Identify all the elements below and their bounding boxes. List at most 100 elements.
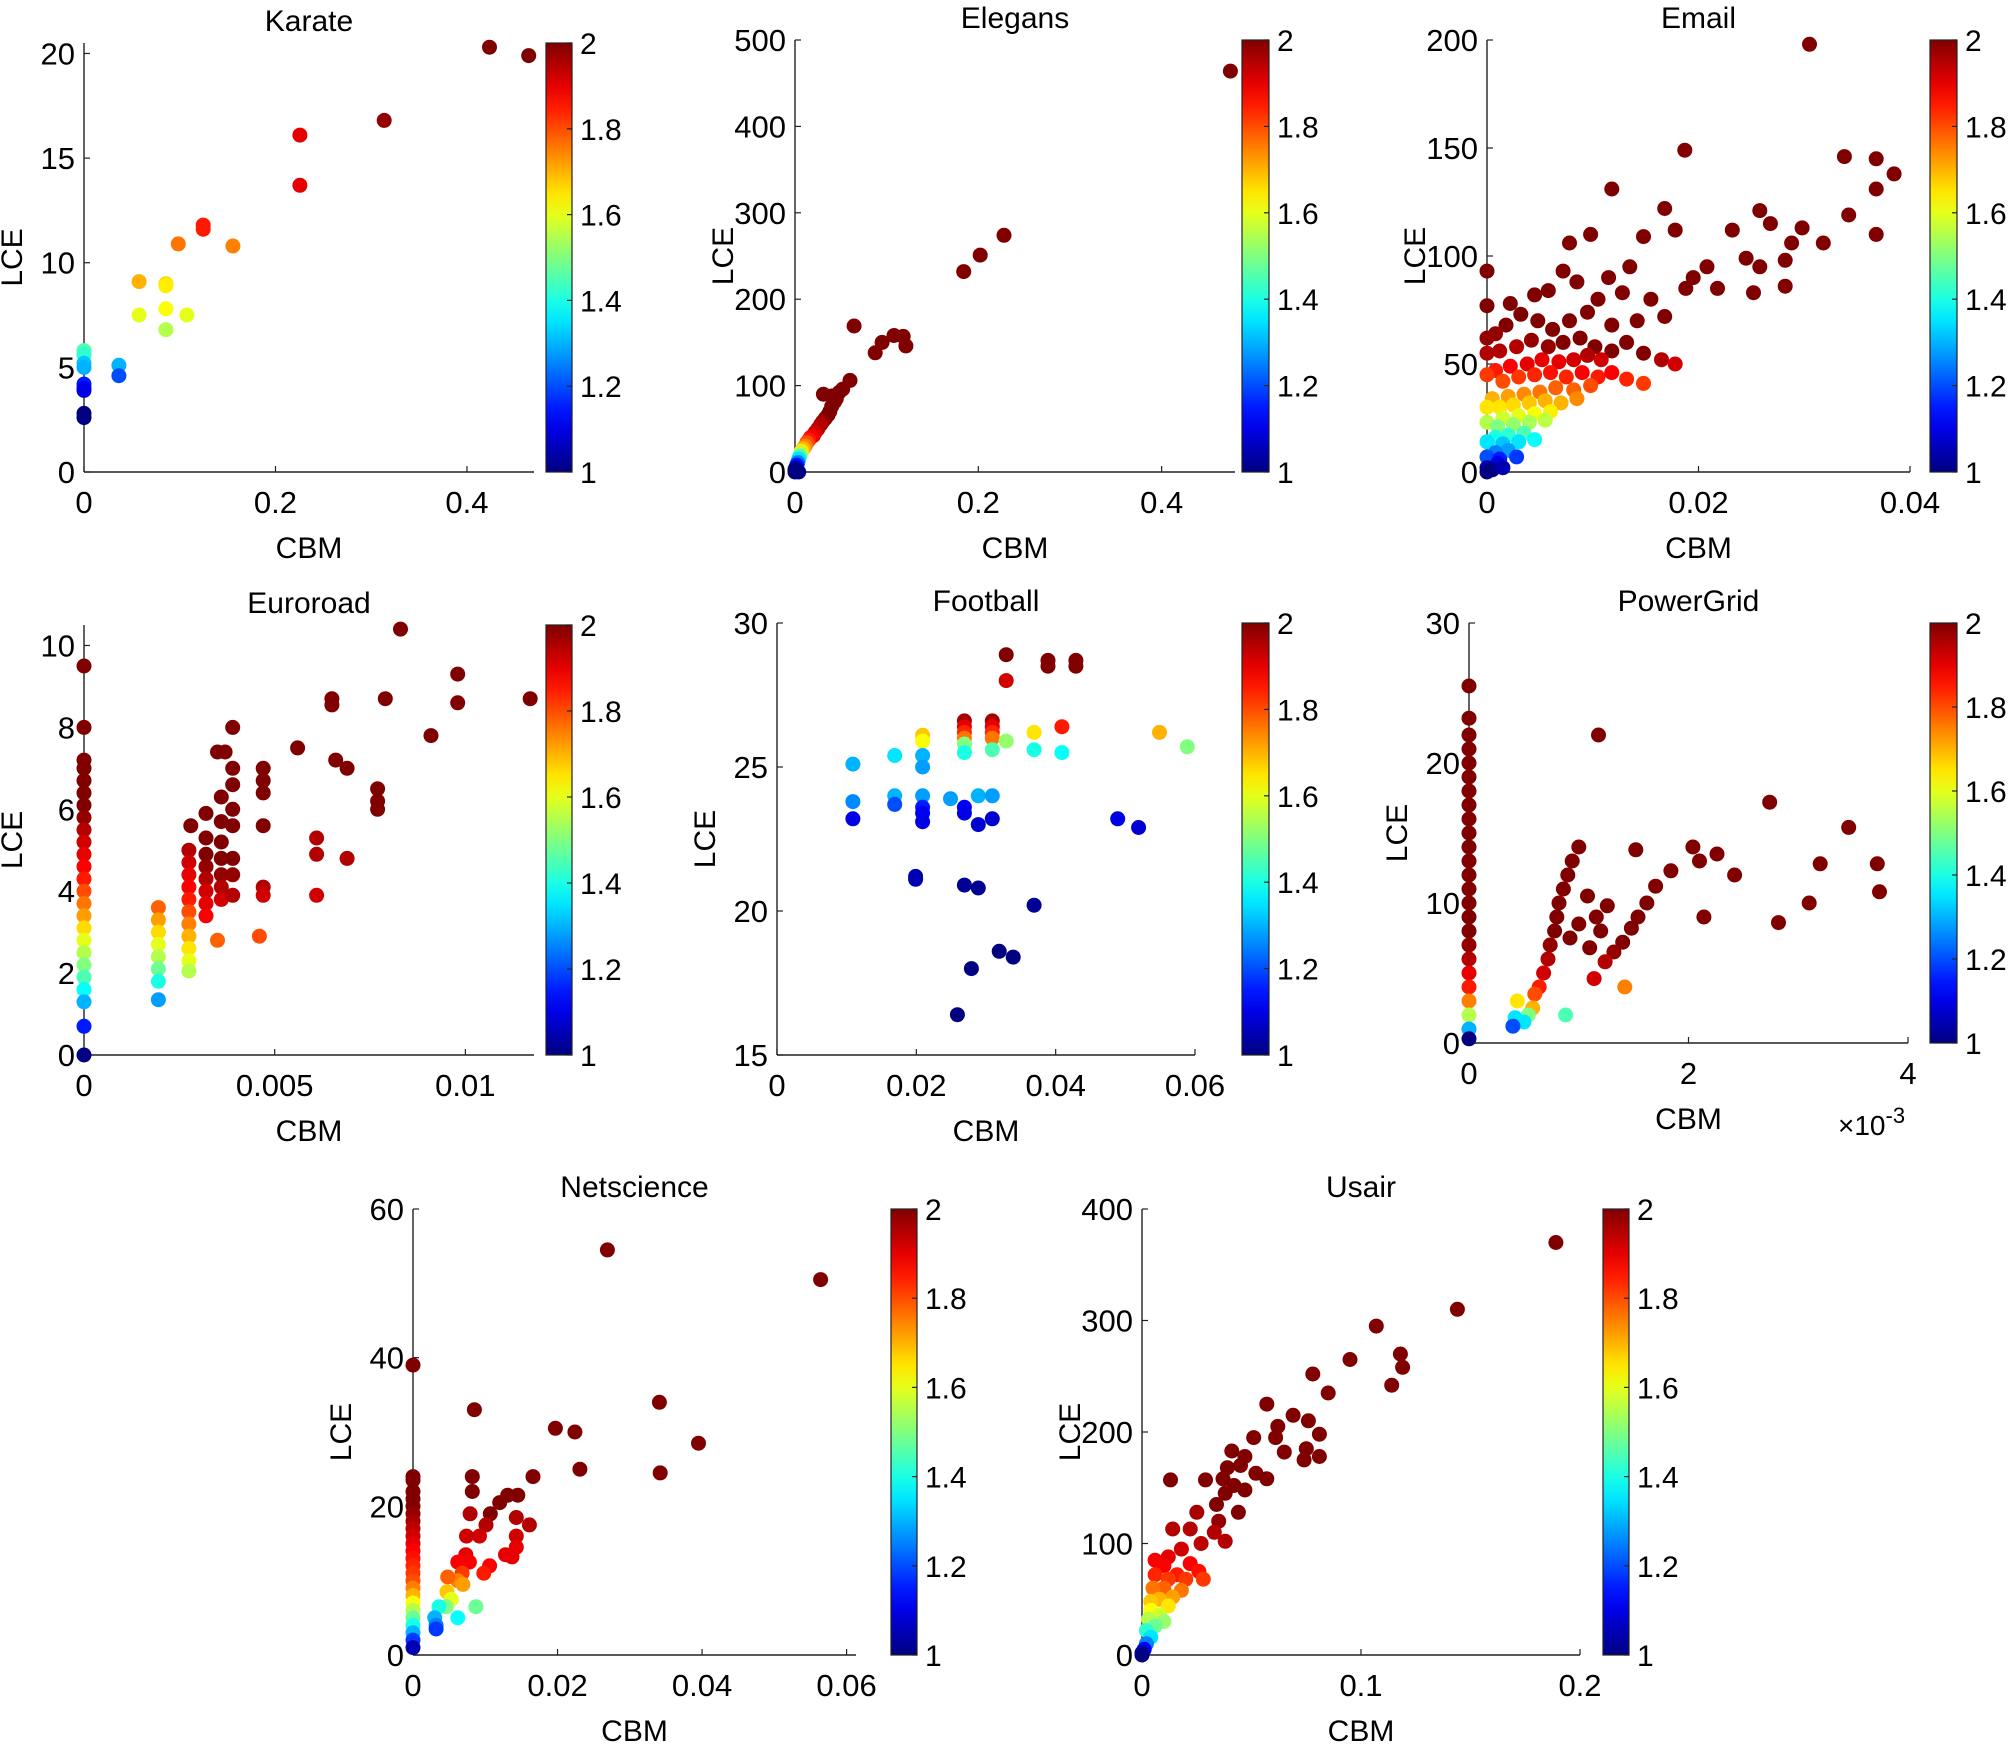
data-point <box>813 1272 829 1288</box>
data-point <box>1771 915 1786 931</box>
data-point <box>1246 1430 1262 1446</box>
colorbar-tick-label: 2 <box>1277 608 1294 641</box>
data-point <box>1636 229 1651 245</box>
x-tick-label: 0.2 <box>254 485 297 520</box>
data-point <box>1619 371 1635 387</box>
data-point <box>815 386 831 402</box>
colorbar-tick-label: 1 <box>1637 1640 1654 1673</box>
data-point <box>482 39 497 55</box>
data-point <box>508 1510 524 1525</box>
data-point <box>1392 1346 1408 1362</box>
data-point <box>179 307 195 323</box>
data-point <box>1461 979 1477 995</box>
data-point <box>1784 235 1800 251</box>
data-point <box>1479 367 1495 383</box>
x-tick-label: 0 <box>786 485 803 520</box>
data-point <box>76 785 92 801</box>
data-point <box>1551 354 1567 370</box>
colorbar-gradient <box>890 1208 918 1656</box>
data-point <box>1545 321 1561 337</box>
colorbar-tick-label: 1.2 <box>1277 371 1319 404</box>
data-point <box>1259 1396 1275 1412</box>
y-tick-label: 0 <box>387 1638 404 1673</box>
data-point <box>998 647 1014 663</box>
data-point <box>1628 842 1644 858</box>
data-point <box>1222 63 1238 79</box>
data-point <box>198 896 214 911</box>
data-point <box>984 811 1000 827</box>
x-tick-label: 0.4 <box>1140 485 1183 520</box>
colorbar-tick-label: 1.6 <box>1965 198 2007 231</box>
data-point <box>472 1528 487 1544</box>
data-point <box>1604 365 1620 381</box>
data-point <box>1553 395 1569 411</box>
data-point <box>76 957 92 973</box>
data-point <box>1492 343 1508 359</box>
data-point <box>599 1242 615 1258</box>
data-point <box>377 691 393 707</box>
data-point <box>1479 399 1495 415</box>
data-point <box>1233 1458 1248 1473</box>
data-point <box>1502 358 1518 374</box>
data-point <box>1574 365 1590 381</box>
data-point <box>370 801 386 817</box>
x-tick-label: 0.2 <box>1558 1668 1601 1703</box>
data-point <box>150 973 166 989</box>
data-point <box>1230 1504 1246 1520</box>
data-point <box>984 788 1000 804</box>
data-point <box>309 846 325 862</box>
data-point <box>255 773 271 789</box>
y-tick-label: 0 <box>58 455 75 490</box>
data-point <box>1005 949 1021 965</box>
x-tick-label: 0 <box>75 485 92 520</box>
data-point <box>1562 313 1577 329</box>
y-tick-label: 20 <box>1426 746 1460 781</box>
data-point <box>1868 181 1884 197</box>
data-point <box>181 879 197 895</box>
colorbar-gradient <box>545 42 573 473</box>
data-point <box>76 797 92 813</box>
colorbar-tick-label: 2 <box>580 610 597 643</box>
data-point <box>1569 391 1585 407</box>
chart-title: PowerGrid <box>1618 585 1760 618</box>
data-point <box>1685 270 1701 286</box>
data-point <box>1654 352 1669 368</box>
data-point <box>846 318 862 334</box>
data-point <box>908 868 924 884</box>
y-tick-label: 10 <box>1426 886 1460 921</box>
colorbar-tick-label: 1.8 <box>1637 1283 1679 1316</box>
x-tick-label: 0.4 <box>445 485 488 520</box>
y-tick-label: 15 <box>41 141 75 176</box>
data-point <box>1569 274 1585 290</box>
data-point <box>691 1435 706 1451</box>
y-axis-label: LCE <box>1381 804 1414 862</box>
colorbar-tick-label: 1.4 <box>925 1462 967 1495</box>
data-point <box>181 904 197 920</box>
data-point <box>1614 285 1630 301</box>
data-point <box>1311 1449 1327 1464</box>
y-tick-label: 200 <box>1081 1415 1133 1450</box>
y-tick-label: 10 <box>41 628 75 663</box>
data-point <box>1479 464 1495 480</box>
y-tick-label: 0 <box>1443 1026 1460 1061</box>
y-tick-label: 400 <box>1081 1192 1133 1227</box>
data-point <box>1530 313 1546 329</box>
data-point <box>292 127 308 143</box>
data-point <box>1461 710 1477 726</box>
data-point <box>76 810 92 825</box>
y-axis-label: LCE <box>1054 1403 1087 1461</box>
y-tick-label: 300 <box>1081 1304 1133 1339</box>
data-point <box>1342 1352 1358 1367</box>
y-tick-label: 400 <box>734 109 786 144</box>
data-point <box>450 1610 466 1626</box>
x-tick-label: 0.01 <box>435 1068 495 1103</box>
data-point <box>1710 280 1725 296</box>
y-tick-label: 10 <box>41 246 75 281</box>
colorbar-tick-label: 1.8 <box>1965 692 2007 725</box>
y-tick-label: 8 <box>58 710 75 745</box>
chart-title: Elegans <box>961 2 1069 35</box>
colorbar: 1 1.2 1.4 1.6 1.8 2 <box>545 610 622 1073</box>
data-point <box>970 817 986 833</box>
data-point <box>1305 1366 1321 1382</box>
data-point <box>1667 356 1683 372</box>
